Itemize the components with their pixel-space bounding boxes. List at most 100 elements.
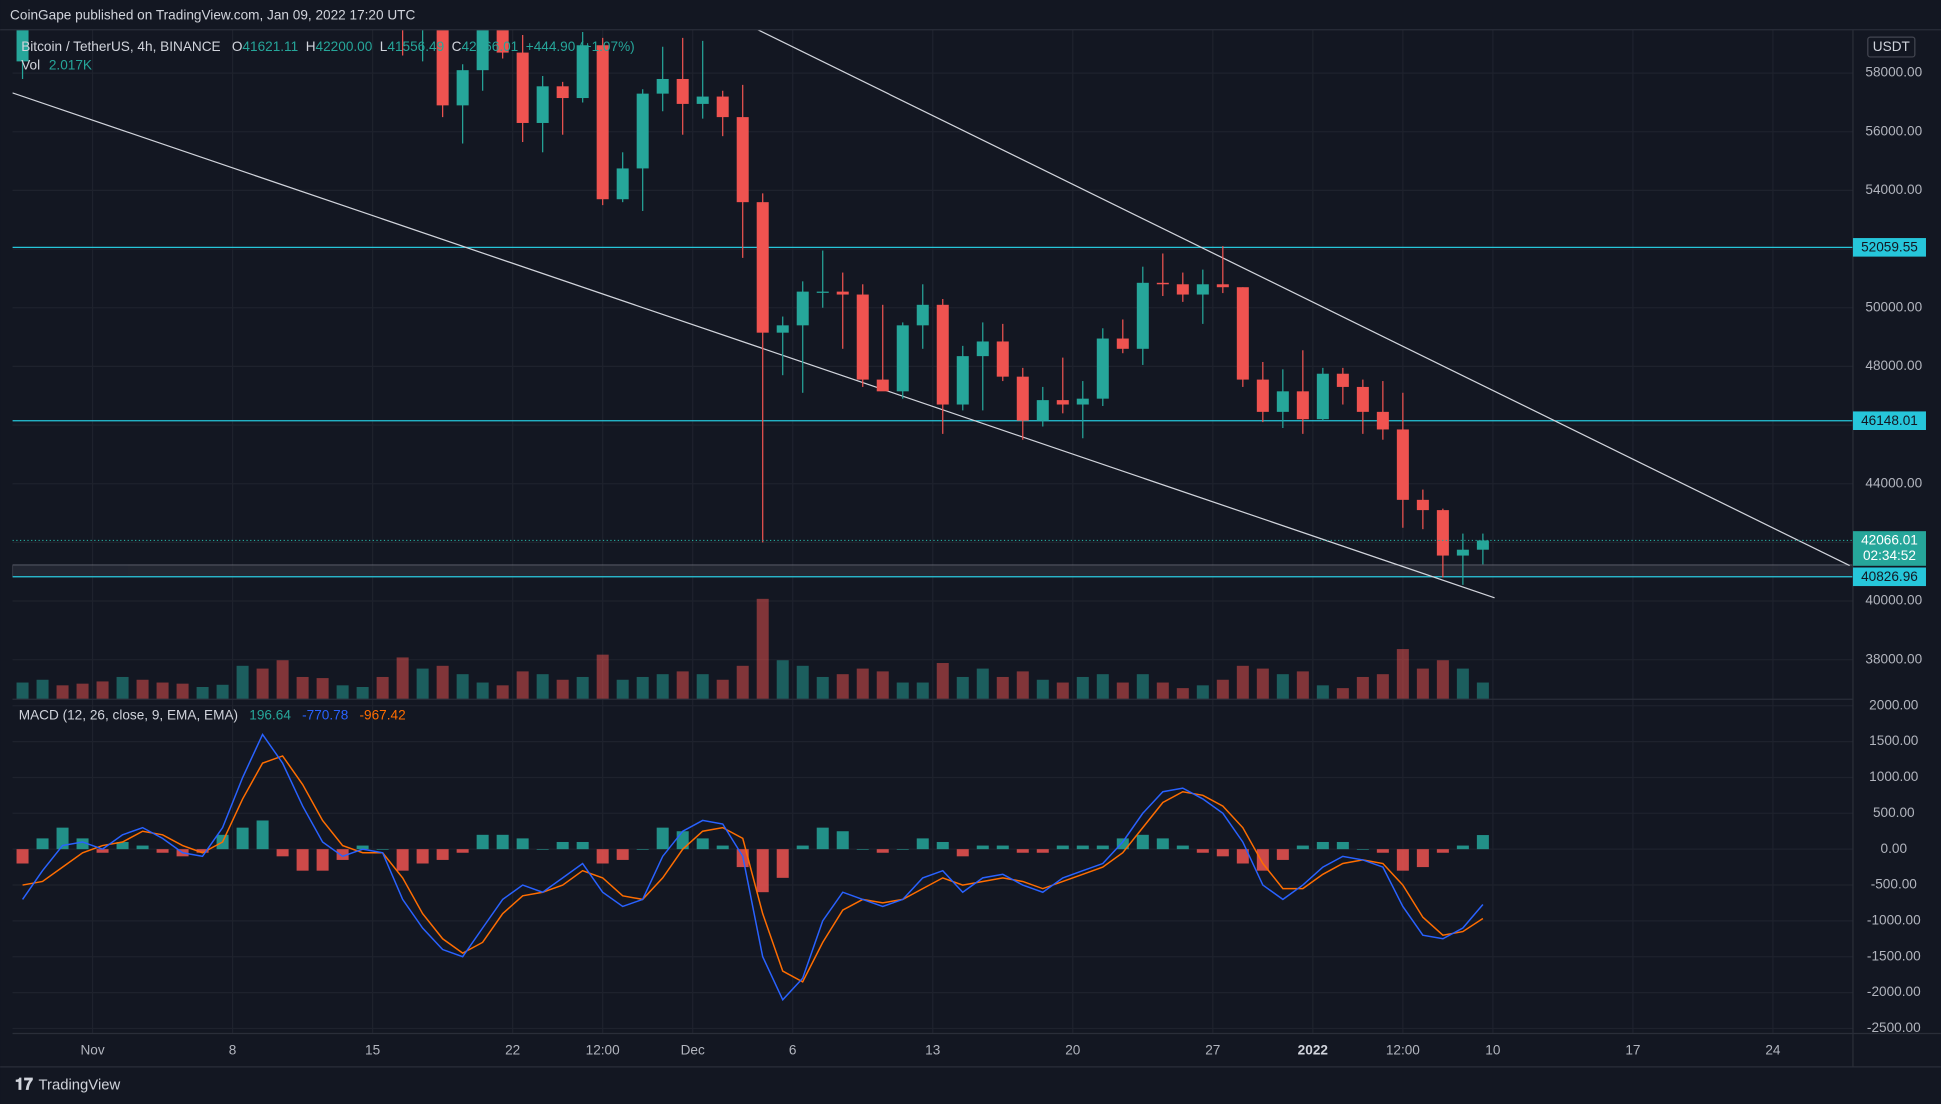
- volume-bar: [1056, 682, 1069, 700]
- macd-histogram-bar: [1396, 849, 1409, 871]
- macd-legend: MACD (12, 26, close, 9, EMA, EMA) 196.64…: [19, 707, 406, 722]
- candle: [916, 284, 929, 349]
- ohlc-key: H: [306, 39, 316, 54]
- candle: [436, 29, 449, 118]
- y-tick-label: 44000.00: [1865, 475, 1922, 490]
- candle-body: [736, 117, 749, 203]
- volume-bar: [276, 660, 289, 700]
- ohlc-key: L: [380, 39, 388, 54]
- macd-histogram-bar: [256, 820, 269, 850]
- x-tick-label: 6: [789, 1042, 797, 1057]
- candle-body: [976, 341, 989, 357]
- candle: [1016, 367, 1029, 440]
- vol-label: Vol: [21, 57, 40, 72]
- y2-tick-label: -2000.00: [1867, 984, 1921, 999]
- macd-histogram-bar: [996, 845, 1009, 850]
- y-tick-label: 50000.00: [1865, 299, 1922, 314]
- macd-histogram-bar: [1476, 835, 1489, 850]
- grid: [12, 29, 1853, 1034]
- candle: [1376, 381, 1389, 440]
- footer: 𝟏𝟕 TradingView: [15, 1076, 120, 1094]
- candle: [1076, 381, 1089, 439]
- level-label-box: [1852, 567, 1926, 587]
- candle-body: [1476, 540, 1489, 550]
- volume-bar: [816, 676, 829, 700]
- candle-body: [916, 304, 929, 326]
- candle: [576, 32, 589, 103]
- volume-bar: [296, 676, 309, 700]
- candle-body: [996, 341, 1009, 377]
- x-tick-label: 27: [1205, 1042, 1220, 1057]
- candle: [716, 90, 729, 137]
- macd-histogram-bar: [1156, 838, 1169, 850]
- macd-histogram-bar: [1236, 849, 1249, 864]
- ohlc-key: O: [232, 39, 243, 54]
- macd-histogram-bar: [876, 849, 889, 853]
- x-tick-label: 12:00: [586, 1042, 620, 1057]
- candle: [1216, 246, 1229, 294]
- candle-body: [1336, 373, 1349, 387]
- candle-body: [816, 291, 829, 293]
- macd-histogram-bar: [956, 849, 969, 857]
- candle: [1316, 367, 1329, 421]
- macd-histogram-bar: [1296, 845, 1309, 850]
- volume-bar: [896, 682, 909, 700]
- macd-histogram-bar: [436, 849, 449, 860]
- volume-bar: [1036, 679, 1049, 700]
- macd-histogram-bar: [1356, 849, 1369, 850]
- volume-bar: [176, 683, 189, 700]
- volume-bar: [156, 682, 169, 700]
- last-price-box: [1852, 531, 1926, 566]
- candle: [476, 29, 489, 91]
- macd-histogram-bar: [1036, 849, 1049, 853]
- macd-histogram-bar: [1076, 845, 1089, 850]
- macd-histogram-bar: [196, 849, 209, 853]
- candle: [756, 193, 769, 543]
- volume-bar: [356, 687, 369, 700]
- candle: [936, 298, 949, 434]
- macd-histogram-bar: [76, 838, 89, 850]
- candle: [956, 345, 969, 411]
- volume-bar: [636, 676, 649, 700]
- macd-histogram-bar: [516, 838, 529, 850]
- candle: [1116, 319, 1129, 354]
- candle-body: [1156, 282, 1169, 285]
- candle: [676, 37, 689, 135]
- y-tick-label: 48000.00: [1865, 358, 1922, 373]
- volume-bar: [1276, 674, 1289, 700]
- x-tick-label: 12:00: [1386, 1042, 1420, 1057]
- candle: [516, 34, 529, 143]
- macd-histogram-bar: [636, 849, 649, 850]
- volume-bar: [516, 671, 529, 700]
- volume-bar: [956, 676, 969, 700]
- candle: [776, 316, 789, 376]
- macd-histogram-bar: [336, 849, 349, 860]
- y-tick-label: 54000.00: [1865, 182, 1922, 197]
- macd-histogram-bar: [416, 849, 429, 864]
- candle: [1396, 392, 1409, 528]
- symbol-legend: Bitcoin / TetherUS, 4h, BINANCE O41621.1…: [21, 39, 635, 54]
- candle-body: [1056, 400, 1069, 405]
- macd-histogram-bar: [1216, 849, 1229, 857]
- currency-box: [1867, 36, 1916, 58]
- volume-bar: [116, 676, 129, 700]
- published-note: CoinGape published on TradingView.com, J…: [10, 8, 415, 23]
- volume-bar: [476, 682, 489, 700]
- candle-body: [1356, 386, 1369, 412]
- countdown: 02:34:52: [1863, 548, 1916, 563]
- volume-bar: [856, 668, 869, 700]
- candle: [996, 323, 1009, 382]
- price-pane: [12, 29, 1853, 700]
- candle-body: [1136, 282, 1149, 349]
- y2-tick-label: -1000.00: [1867, 912, 1921, 927]
- macd-histogram-bar: [716, 845, 729, 850]
- candle: [616, 152, 629, 203]
- volume-bar: [576, 676, 589, 700]
- x-tick-label: 20: [1065, 1042, 1081, 1057]
- y2-tick-label: -1500.00: [1867, 948, 1921, 963]
- macd-value: -770.78: [302, 707, 348, 722]
- candle-body: [436, 29, 449, 106]
